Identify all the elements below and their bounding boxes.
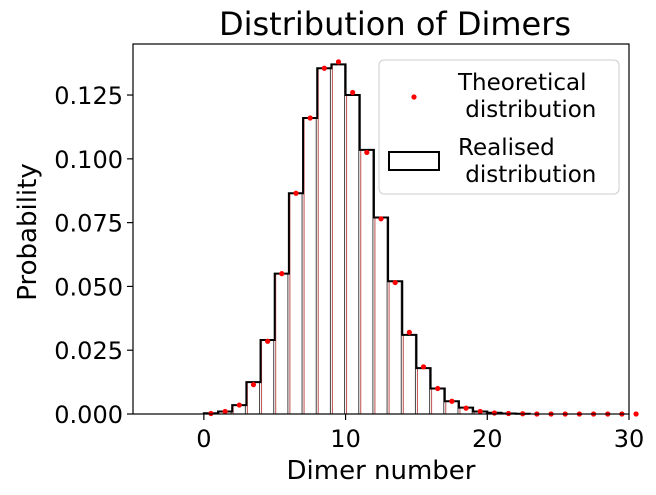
histogram-bar (274, 273, 289, 414)
theoretical-point (222, 408, 228, 415)
legend-marker-realised (388, 151, 440, 171)
axes-frame (132, 43, 630, 415)
x-tick-label: 20 (472, 425, 503, 453)
theoretical-point (250, 382, 257, 388)
theoretical-point (406, 329, 412, 335)
legend-marker-theoretical (411, 94, 417, 100)
histogram-bar (317, 68, 332, 414)
x-tick-label: 30 (614, 425, 645, 453)
histogram-bar (416, 368, 431, 414)
theoretical-point (477, 408, 483, 415)
y-tick-label: 0.050 (54, 273, 123, 301)
y-tick-label: 0.125 (54, 82, 123, 110)
theoretical-point (463, 405, 469, 411)
theoretical-point (633, 411, 639, 417)
histogram-bar (402, 334, 417, 414)
x-axis-label: Dimer number (287, 456, 476, 486)
theoretical-point (378, 216, 384, 222)
histogram-bar (303, 118, 318, 414)
theoretical-point (293, 190, 299, 196)
theoretical-point (449, 398, 455, 404)
legend: Theoretical distribution Realised distri… (378, 59, 620, 195)
histogram-bar (331, 64, 346, 415)
theoretical-point (420, 364, 427, 370)
theoretical-point (265, 338, 271, 344)
x-tick-label: 10 (330, 425, 361, 453)
legend-label-realised-line1: Realised (458, 135, 555, 161)
theoretical-point (364, 149, 370, 156)
histogram-bar (260, 340, 275, 414)
theoretical-point (307, 115, 313, 121)
theoretical-point (435, 385, 441, 392)
histogram-bar (246, 382, 261, 414)
x-axis-ticks: 0 10 20 30 (196, 414, 644, 453)
y-axis-label: Probability (13, 163, 43, 300)
histogram-bar (458, 407, 474, 414)
legend-label-theoretical-line1: Theoretical (457, 70, 587, 96)
plot-area (202, 59, 639, 417)
y-tick-label: 0.075 (54, 210, 123, 238)
histogram-bar (430, 388, 445, 414)
histogram-bar (288, 193, 304, 414)
y-axis-ticks: 0.000 0.025 0.050 0.075 0.100 0.125 (54, 82, 133, 429)
chart-title: Distribution of Dimers (219, 5, 571, 43)
histogram-bar (359, 149, 374, 414)
legend-label-theoretical-line2: distribution (458, 97, 596, 123)
histogram-bar (345, 95, 360, 414)
theoretical-point (279, 271, 285, 277)
theoretical-point (392, 279, 398, 286)
y-tick-label: 0.025 (54, 337, 123, 365)
y-tick-label: 0.100 (54, 146, 123, 174)
theoretical-point (335, 59, 342, 65)
theoretical-point (236, 402, 242, 408)
theoretical-point (491, 410, 497, 416)
legend-label-realised-line2: distribution (458, 162, 596, 188)
y-tick-label: 0.000 (54, 401, 123, 429)
x-tick-label: 0 (196, 425, 211, 453)
theoretical-point (321, 65, 327, 71)
theoretical-point (350, 89, 356, 96)
histogram-bar (373, 217, 389, 414)
histogram-bar (444, 401, 459, 414)
histogram-bar (232, 405, 247, 414)
histogram-bar (388, 281, 403, 414)
